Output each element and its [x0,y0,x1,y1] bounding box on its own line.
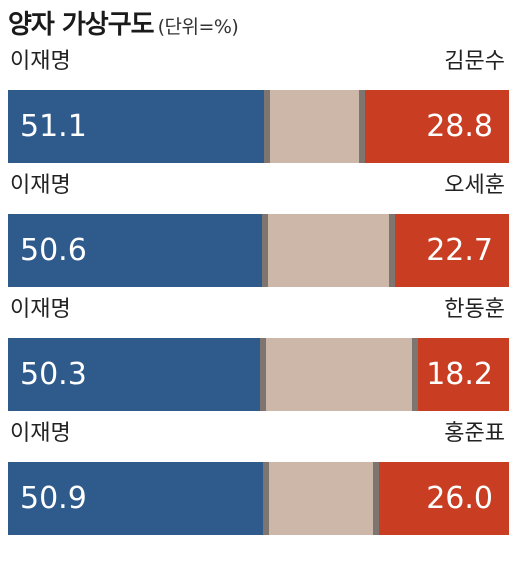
right-candidate-bar-segment [365,90,509,163]
unit-label: (단위=%) [157,16,239,38]
undecided-bar-segment [262,214,395,287]
right-candidate-name: 한동훈 [444,297,505,322]
right-value-label: 28.8 [426,109,493,144]
undecided-bar-segment [263,462,379,535]
right-value-label: 26.0 [426,481,493,516]
left-candidate-name: 이재명 [10,421,71,446]
left-candidate-bar-segment [8,214,262,287]
left-value-label: 50.9 [20,481,87,516]
left-candidate-bar-segment [8,338,260,411]
undecided-bar-segment [260,338,418,411]
left-value-label: 50.3 [20,357,87,392]
matchup-bar: 50.6 22.7 [8,214,509,287]
matchup-bar: 51.1 28.8 [8,90,509,163]
undecided-bar-segment [264,90,365,163]
right-candidate-name: 김문수 [444,49,505,74]
right-value-label: 22.7 [426,233,493,268]
right-candidate-bar-segment [395,214,509,287]
chart-title: 양자 가상구도 [8,10,155,40]
left-value-label: 51.1 [20,109,87,144]
left-candidate-bar-segment [8,90,264,163]
left-candidate-name: 이재명 [10,297,71,322]
right-candidate-name: 오세훈 [444,173,505,198]
right-value-label: 18.2 [426,357,493,392]
left-candidate-bar-segment [8,462,263,535]
left-candidate-name: 이재명 [10,173,71,198]
right-candidate-bar-segment [418,338,509,411]
right-candidate-name: 홍준표 [444,421,505,446]
right-candidate-bar-segment [379,462,509,535]
matchup-bar: 50.3 18.2 [8,338,509,411]
title-row: 양자 가상구도 (단위=%) [8,4,239,40]
left-value-label: 50.6 [20,233,87,268]
matchup-bar: 50.9 26.0 [8,462,509,535]
left-candidate-name: 이재명 [10,49,71,74]
